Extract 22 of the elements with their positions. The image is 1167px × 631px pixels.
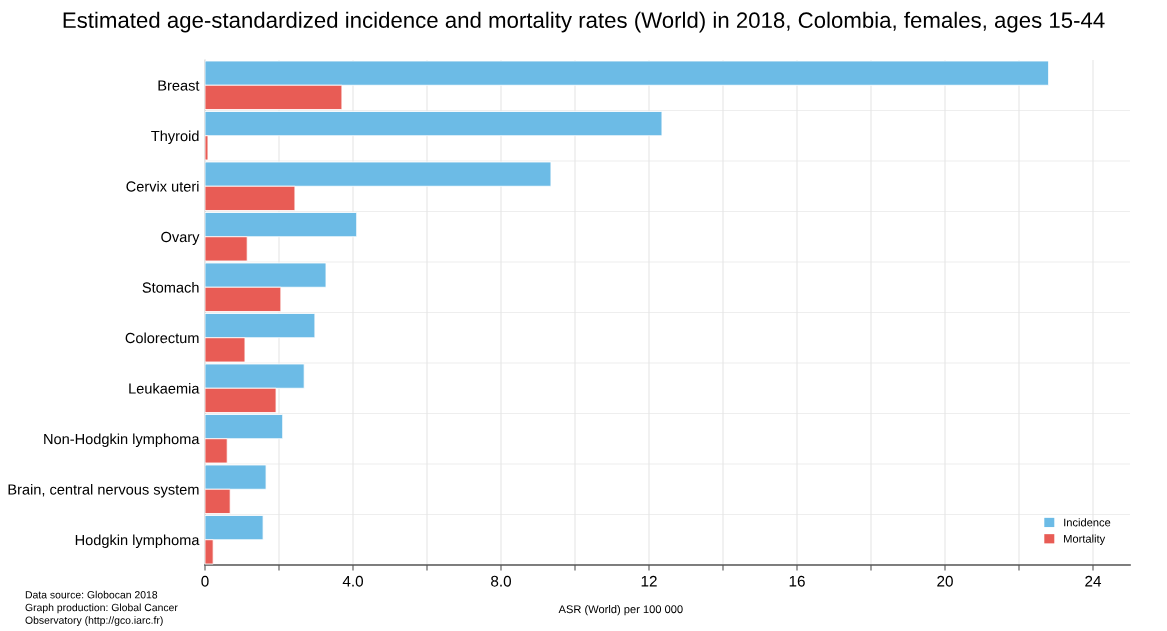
legend-label: Mortality [1064,534,1106,545]
source-note: Data source: Globocan 2018 Graph production: Global Cancer Observatory (http://gco.iarc.fr) [25,590,178,626]
y-tick-label: Thyroid [151,130,199,145]
legend-label: Incidence [1064,518,1111,527]
y-tick-label: Colorectum [125,332,199,344]
x-tick-label: 0 [201,575,209,587]
y-tick-label: Brain, central nervous system [8,483,199,498]
x-tick-label: 20 [937,575,953,587]
x-axis-title: ASR (World) per 100 000 [558,605,683,616]
y-tick-label: Leukaemia [129,382,200,394]
x-tick-label: 8.0 [491,575,512,587]
y-tick-label: Stomach [142,281,199,293]
y-tick-label: Ovary [161,231,200,246]
y-tick-label: Hodgkin lymphoma [75,534,200,549]
y-tick-label: Cervix uteri [126,180,199,192]
chart-title: Estimated age-standardized incidence and mortality rates (World) in 2018, Colombia, females, ages 15-44 [63,11,1105,33]
y-tick-label: Non-Hodgkin lymphoma [44,433,200,448]
x-tick-label: 12 [641,575,657,587]
x-tick-label: 4.0 [342,575,364,587]
x-tick-label: 24 [1085,575,1102,587]
y-tick-label: Breast [158,80,200,91]
x-tick-label: 16 [789,575,805,587]
